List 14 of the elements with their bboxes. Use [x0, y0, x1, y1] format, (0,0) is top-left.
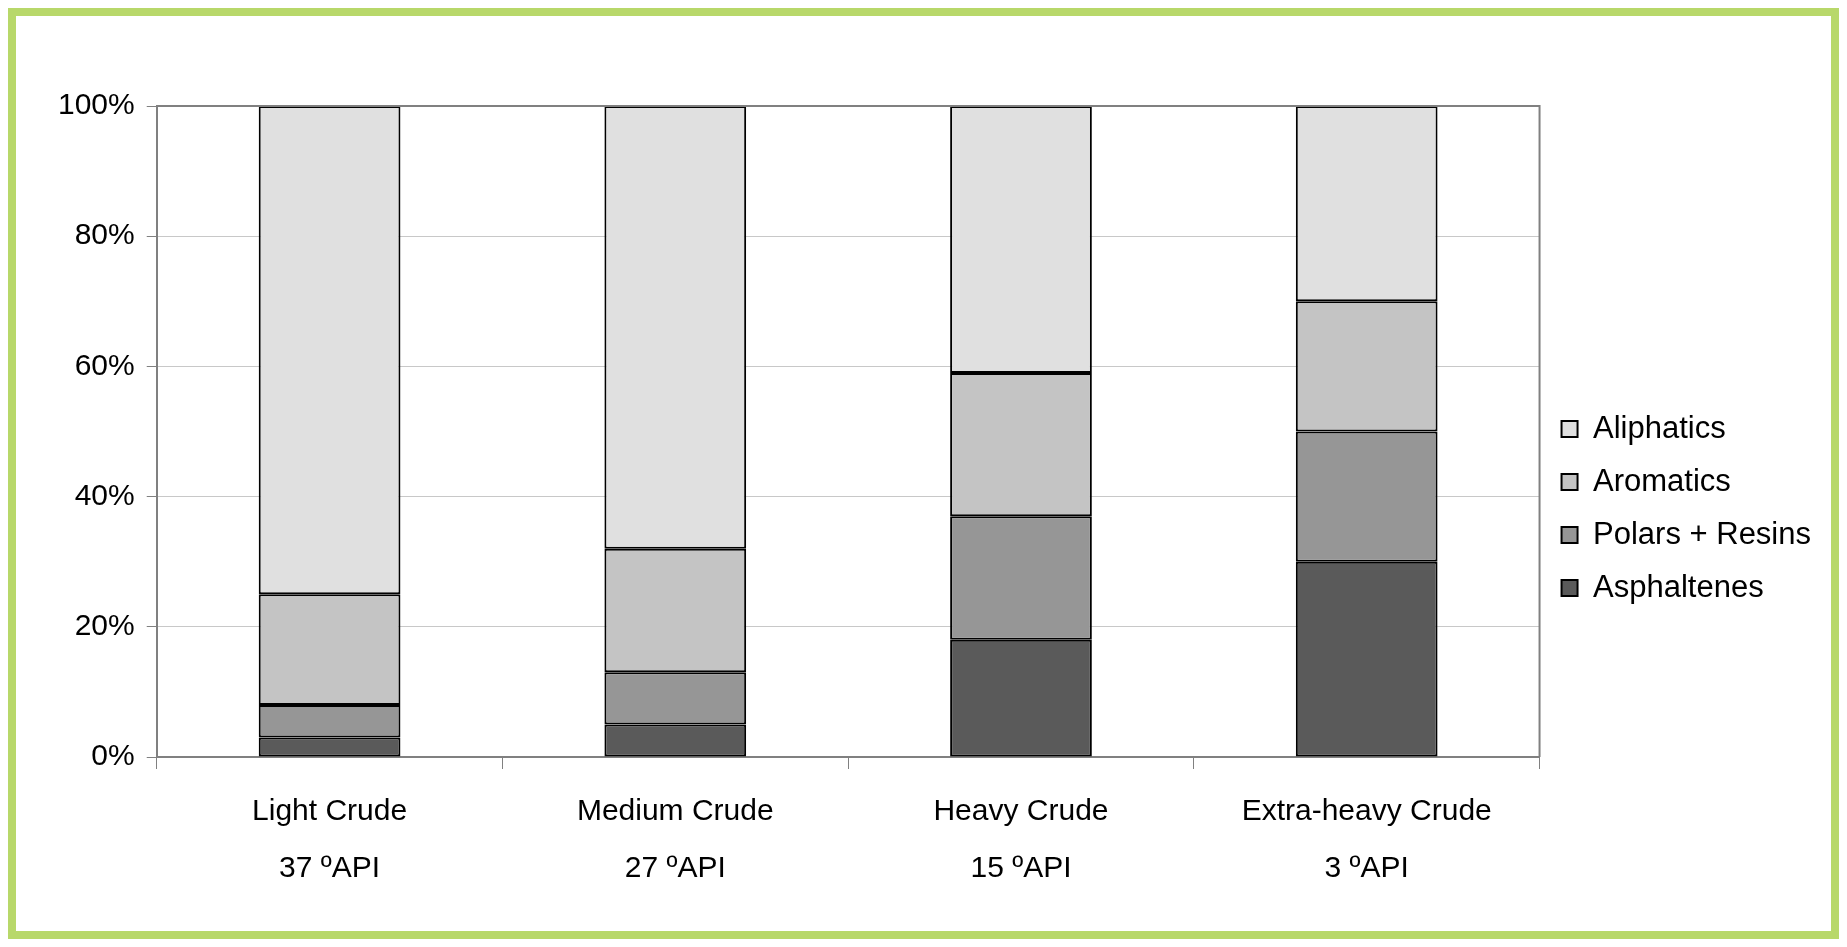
legend-label: Asphaltenes [1593, 568, 1764, 604]
y-tick-label: 60% [74, 347, 135, 381]
x-tick-label: Medium Crude 27 ºAPI [576, 792, 774, 883]
x-tick-label: Extra-heavy Crude 3 ºAPI [1241, 792, 1492, 883]
legend-label: Aliphatics [1593, 409, 1726, 445]
y-tick-label: 0% [91, 738, 135, 772]
y-tick-label: 20% [74, 608, 135, 642]
legend-label: Aromatics [1593, 462, 1731, 498]
y-tick-label: 40% [74, 477, 135, 511]
x-tick-label: Light Crude 37 ºAPI [252, 792, 408, 883]
y-tick-label: 100% [57, 87, 135, 121]
legend-label: Polars + Resins [1593, 515, 1812, 551]
y-tick-label: 80% [74, 217, 135, 251]
x-tick-label: Heavy Crude 15 ºAPI [933, 792, 1109, 883]
